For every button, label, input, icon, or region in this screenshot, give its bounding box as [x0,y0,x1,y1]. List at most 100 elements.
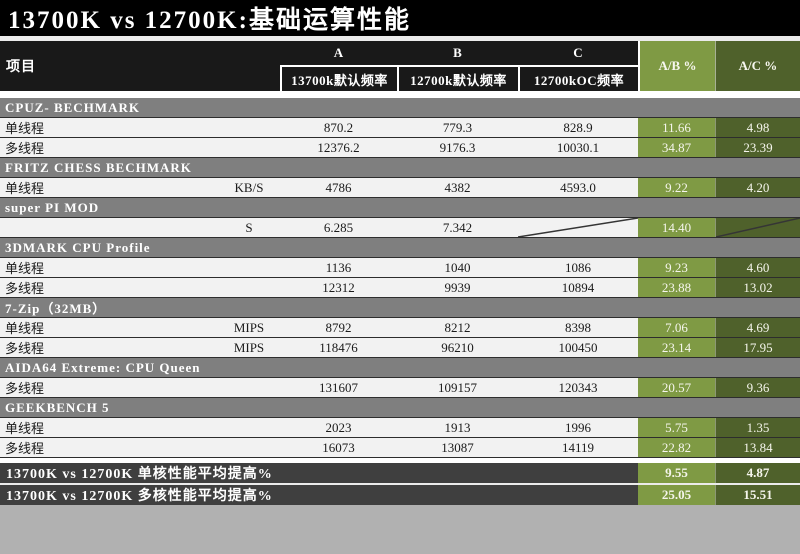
cell-c-value: 10894 [561,279,595,295]
cell-a-value: 118476 [319,339,358,355]
section-label: AIDA64 Extreme: CPU Queen [0,358,800,377]
cell-a-value: 6.285 [323,219,354,235]
cell-ab-percent: 7.06 [638,318,715,337]
row-label: 多线程 [5,281,45,296]
unit-cell [218,258,280,277]
table-body: CPUZ- BECHMARK 单线程 870.2 779.3 828.9 11.66 4.9… [0,98,800,458]
cell-c-value: 828.9 [563,119,593,135]
cell-b-value: 13087 [441,439,474,455]
column-b-letter: B [453,45,462,60]
unit-cell [218,278,280,297]
data-row: 多线程 12312 9939 10894 23.88 13.02 [0,278,800,298]
unit-cell [218,138,280,157]
row-label: 多线程 [5,441,45,456]
cell-ac-percent: 13.84 [715,438,800,457]
cell-ac-percent: 4.20 [715,178,800,197]
cell-a-value: 12312 [322,279,355,295]
cell-c-value: 1996 [565,419,591,435]
cell-c-na-diagonal [518,218,638,237]
cell-a-value: 131607 [319,379,358,395]
section-row: GEEKBENCH 5 [0,398,800,418]
section-row: 3DMARK CPU Profile [0,238,800,258]
row-label: 单线程 [5,121,45,136]
cell-a-value: 4786 [325,179,352,195]
column-a-letter: A [333,45,344,60]
row-label [0,218,218,237]
section-label: 3DMARK CPU Profile [0,238,800,257]
cell-ac-percent: 4.98 [715,118,800,137]
cell-a-value: 1136 [325,259,352,275]
column-c-subheader: 12700kOC频率 [518,65,638,91]
cell-b-value: 7.342 [442,219,473,235]
column-c-letter: C [573,45,583,60]
body-summary-divider [0,458,800,463]
row-label: 单线程 [5,321,45,336]
section-label: 7-Zip（32MB） [0,298,800,317]
cell-c-value: 120343 [558,379,598,395]
cell-b-value: 9176.3 [439,139,476,155]
unit-cell [218,438,280,457]
section-row: CPUZ- BECHMARK [0,98,800,118]
summary-ab-percent: 25.05 [638,485,715,505]
summary-ac-percent: 4.87 [715,463,800,483]
column-a-subheader: 13700k默认频率 [280,65,397,91]
cell-ab-percent: 9.22 [638,178,715,197]
table-header: 项目 A B C 13700k默认频率 12700k默认频率 12700kOC频… [0,41,800,91]
cell-c-value: 1086 [565,259,591,275]
cell-ab-percent: 34.87 [638,138,715,157]
cell-ab-percent: 11.66 [638,118,715,137]
cell-b-value: 4382 [444,179,471,195]
cell-ac-percent: 23.39 [715,138,800,157]
section-label: FRITZ CHESS BECHMARK [0,158,800,177]
column-ac-percent-header: A/C % [715,41,800,91]
section-row: super PI MOD [0,198,800,218]
section-label: super PI MOD [0,198,800,217]
title-divider [0,36,800,41]
cell-ac-percent: 1.35 [715,418,800,437]
cell-ac-percent: 9.36 [715,378,800,397]
cell-ac-percent: 13.02 [715,278,800,297]
unit-cell: S [245,219,253,235]
cell-a-value: 870.2 [323,119,354,135]
cell-ab-percent: 20.57 [638,378,715,397]
section-row: 7-Zip（32MB） [0,298,800,318]
cell-c-value: 14119 [561,439,595,455]
cell-ab-percent: 14.40 [638,218,715,237]
row-label: 多线程 [5,141,45,156]
cell-b-value: 1913 [444,419,471,435]
cell-c-value: 10030.1 [556,139,600,155]
cell-a-value: 16073 [322,439,355,455]
summary-row: 13700K vs 12700K 单核性能平均提高% 9.55 4.87 [0,463,800,483]
data-row: 单线程 1136 1040 1086 9.23 4.60 [0,258,800,278]
item-column-header: 项目 [6,60,36,75]
cell-b-value: 8212 [444,319,471,335]
summary-label: 13700K vs 12700K 单核性能平均提高% [0,463,638,483]
cell-a-value: 2023 [325,419,352,435]
cell-b-value: 779.3 [442,119,473,135]
unit-cell [218,118,280,137]
cell-ab-percent: 9.23 [638,258,715,277]
column-ab-percent-header: A/B % [638,41,715,91]
data-row: 单线程 MIPS 8792 8212 8398 7.06 4.69 [0,318,800,338]
unit-cell [218,418,280,437]
unit-cell: KB/S [234,179,264,195]
header-body-divider [0,91,800,98]
cell-b-value: 109157 [438,379,477,395]
cell-b-value: 1040 [444,259,471,275]
cell-ab-percent: 23.88 [638,278,715,297]
cell-ac-percent: 4.60 [715,258,800,277]
column-b-subheader: 12700k默认频率 [397,65,518,91]
data-row: 多线程 16073 13087 14119 22.82 13.84 [0,438,800,458]
cell-ab-percent: 5.75 [638,418,715,437]
unit-cell: MIPS [233,319,265,335]
summary-rows: 13700K vs 12700K 单核性能平均提高% 9.55 4.87 13700K… [0,463,800,505]
summary-row: 13700K vs 12700K 多核性能平均提高% 25.05 15.51 [0,483,800,505]
cell-ac-percent: 4.69 [715,318,800,337]
cell-a-value: 8792 [325,319,352,335]
summary-ac-percent: 15.51 [715,485,800,505]
cell-b-value: 9939 [444,279,471,295]
cell-ab-percent: 23.14 [638,338,715,357]
data-row: 单线程 870.2 779.3 828.9 11.66 4.98 [0,118,800,138]
cell-b-value: 96210 [441,339,474,355]
page-title: 13700K vs 12700K:基础运算性能 [8,7,411,34]
